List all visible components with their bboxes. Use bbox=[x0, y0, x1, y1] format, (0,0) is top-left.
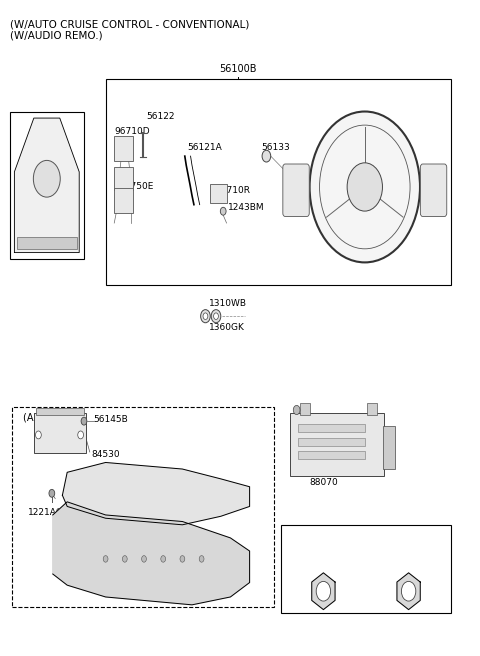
Circle shape bbox=[142, 556, 146, 562]
Polygon shape bbox=[53, 502, 250, 605]
Text: 56900: 56900 bbox=[36, 130, 65, 139]
Bar bbox=[12, 407, 274, 607]
Circle shape bbox=[78, 431, 84, 439]
Polygon shape bbox=[62, 462, 250, 525]
Text: 56133: 56133 bbox=[262, 143, 290, 152]
Ellipse shape bbox=[310, 112, 420, 262]
Circle shape bbox=[36, 431, 41, 439]
Circle shape bbox=[161, 556, 166, 562]
Bar bbox=[300, 403, 310, 415]
Bar bbox=[34, 413, 86, 453]
Circle shape bbox=[203, 313, 208, 319]
Text: 56145B: 56145B bbox=[94, 415, 128, 424]
Bar bbox=[298, 424, 365, 432]
Text: 95750E: 95750E bbox=[119, 182, 154, 192]
Circle shape bbox=[81, 417, 87, 425]
Text: 1243BM: 1243BM bbox=[228, 203, 264, 213]
Text: (W/AUDIO REMO.): (W/AUDIO REMO.) bbox=[10, 30, 102, 41]
Circle shape bbox=[49, 489, 55, 497]
FancyBboxPatch shape bbox=[420, 164, 447, 216]
Bar bbox=[114, 136, 133, 161]
Polygon shape bbox=[14, 118, 79, 253]
Text: 1346TD: 1346TD bbox=[304, 539, 342, 549]
Polygon shape bbox=[397, 573, 420, 609]
Text: 56121A: 56121A bbox=[187, 143, 222, 152]
Ellipse shape bbox=[347, 163, 383, 211]
Bar bbox=[114, 188, 133, 213]
Circle shape bbox=[401, 581, 416, 601]
Circle shape bbox=[220, 207, 226, 215]
Text: 96710R: 96710R bbox=[215, 186, 250, 195]
Text: 88070: 88070 bbox=[310, 478, 338, 487]
Circle shape bbox=[122, 556, 127, 562]
Bar bbox=[290, 413, 384, 476]
Bar bbox=[17, 237, 77, 249]
Circle shape bbox=[199, 556, 204, 562]
Circle shape bbox=[201, 310, 210, 323]
Text: 56122: 56122 bbox=[146, 112, 175, 121]
Circle shape bbox=[262, 150, 271, 162]
Text: 84530: 84530 bbox=[91, 450, 120, 459]
Circle shape bbox=[103, 556, 108, 562]
Text: (W/AUTO CRUISE CONTROL - CONVENTIONAL): (W/AUTO CRUISE CONTROL - CONVENTIONAL) bbox=[10, 19, 249, 30]
Text: (AIR BAG): (AIR BAG) bbox=[23, 413, 71, 423]
Circle shape bbox=[293, 405, 300, 415]
Text: 1310WB: 1310WB bbox=[209, 298, 247, 308]
Bar bbox=[298, 451, 365, 459]
Text: 1221AC: 1221AC bbox=[28, 508, 63, 518]
Circle shape bbox=[316, 581, 331, 601]
Bar bbox=[210, 184, 227, 203]
FancyBboxPatch shape bbox=[283, 164, 309, 216]
Bar bbox=[298, 438, 365, 446]
Text: 96710D: 96710D bbox=[114, 127, 150, 136]
Circle shape bbox=[34, 160, 60, 197]
Text: 56100B: 56100B bbox=[219, 64, 256, 74]
Bar bbox=[383, 426, 395, 469]
Bar bbox=[10, 112, 84, 259]
Circle shape bbox=[180, 556, 185, 562]
Bar bbox=[281, 525, 451, 613]
Text: 1360GK: 1360GK bbox=[209, 323, 245, 333]
Text: 1022AA: 1022AA bbox=[389, 539, 428, 549]
Bar bbox=[36, 408, 84, 415]
Bar bbox=[114, 167, 133, 190]
Bar bbox=[367, 403, 377, 415]
Circle shape bbox=[211, 310, 221, 323]
Polygon shape bbox=[312, 573, 335, 609]
Circle shape bbox=[214, 313, 218, 319]
Bar bbox=[106, 79, 451, 285]
